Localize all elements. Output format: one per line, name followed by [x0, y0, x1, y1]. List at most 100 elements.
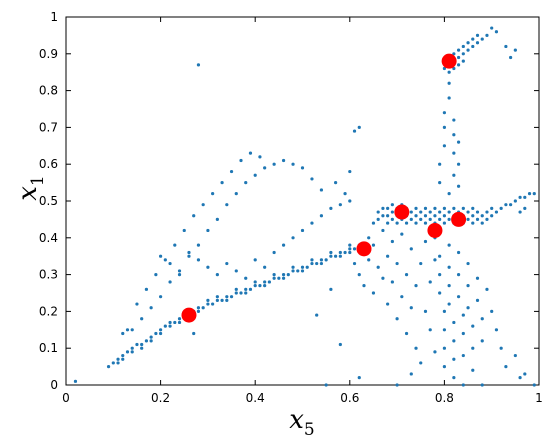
y-tick-label: 0.8: [39, 84, 58, 98]
data-point: [315, 313, 319, 317]
data-point: [381, 228, 385, 233]
data-point: [225, 203, 229, 207]
data-point: [442, 206, 446, 210]
data-point: [177, 317, 182, 321]
data-point: [177, 320, 182, 325]
data-point: [111, 361, 115, 365]
data-point: [196, 63, 201, 67]
data-point: [456, 48, 461, 52]
data-point: [509, 203, 513, 207]
data-point: [367, 236, 371, 240]
data-point: [447, 217, 451, 221]
data-point: [475, 276, 480, 280]
data-point: [428, 328, 432, 332]
data-point: [159, 295, 163, 299]
data-point: [206, 265, 210, 269]
data-point: [480, 317, 484, 321]
data-point: [452, 339, 456, 343]
y-axis-title: x1: [13, 175, 48, 201]
data-point: [414, 221, 418, 225]
data-point: [319, 188, 324, 192]
highlight-point: [356, 241, 372, 257]
data-point: [215, 217, 219, 221]
data-point: [258, 284, 262, 288]
data-point: [442, 346, 446, 350]
data-point: [371, 221, 376, 225]
data-point: [419, 210, 423, 214]
data-point: [419, 361, 423, 365]
data-point: [452, 52, 456, 56]
x-axis-title: x5: [289, 405, 315, 440]
data-point: [234, 269, 238, 273]
data-point: [215, 298, 219, 302]
data-point: [423, 221, 428, 225]
data-point: [438, 181, 442, 185]
data-point: [225, 261, 229, 266]
data-point: [485, 287, 489, 291]
data-point: [456, 184, 461, 188]
data-point: [442, 125, 446, 129]
data-point: [234, 192, 238, 196]
data-point: [461, 331, 465, 336]
data-point: [442, 365, 446, 369]
data-point: [518, 195, 522, 199]
data-point: [206, 228, 210, 233]
data-point: [532, 383, 536, 387]
data-point: [480, 37, 484, 41]
data-point: [442, 328, 446, 332]
data-point: [130, 328, 134, 332]
data-point: [452, 118, 456, 122]
data-point: [452, 320, 456, 325]
data-point: [438, 217, 442, 221]
data-point: [475, 298, 480, 302]
data-point: [494, 210, 499, 214]
data-point: [130, 350, 134, 354]
data-point: [352, 129, 357, 133]
data-point: [447, 210, 451, 214]
y-tick-label: 0.5: [39, 194, 58, 208]
data-point: [324, 258, 328, 262]
data-point: [371, 243, 376, 247]
data-point: [121, 331, 125, 336]
data-point: [338, 254, 342, 258]
data-point: [225, 295, 229, 299]
axis-ticks: [65, 16, 540, 386]
data-point: [343, 192, 347, 196]
data-point: [409, 210, 413, 214]
data-point: [485, 217, 489, 221]
data-point: [452, 357, 456, 361]
data-point: [310, 177, 314, 181]
data-point: [263, 166, 267, 170]
y-tick-label: 0: [50, 378, 58, 392]
data-point: [196, 306, 201, 310]
x-axis-title-subscript: 5: [304, 420, 315, 440]
data-point: [395, 383, 399, 387]
data-point: [305, 265, 309, 269]
data-point: [475, 210, 480, 214]
data-point: [447, 96, 451, 100]
data-point: [130, 346, 134, 350]
data-point: [196, 309, 201, 313]
data-point: [480, 214, 484, 218]
data-point: [438, 291, 442, 295]
data-point: [310, 221, 314, 225]
data-point: [244, 276, 248, 280]
data-point: [452, 151, 456, 155]
data-point: [338, 342, 342, 347]
data-point: [390, 239, 394, 244]
data-point: [201, 203, 205, 207]
highlight-point: [181, 307, 197, 323]
data-point: [452, 173, 456, 177]
x-tick-label: 0.8: [435, 391, 454, 405]
data-point: [485, 210, 489, 214]
data-point: [348, 169, 352, 174]
y-tick-label: 0.4: [39, 231, 58, 245]
data-point: [414, 214, 418, 218]
data-point: [513, 48, 517, 52]
data-point: [149, 335, 153, 339]
data-point: [461, 353, 465, 358]
data-point: [144, 287, 149, 291]
data-point: [395, 261, 399, 266]
data-point: [291, 236, 295, 240]
data-point: [291, 162, 295, 166]
